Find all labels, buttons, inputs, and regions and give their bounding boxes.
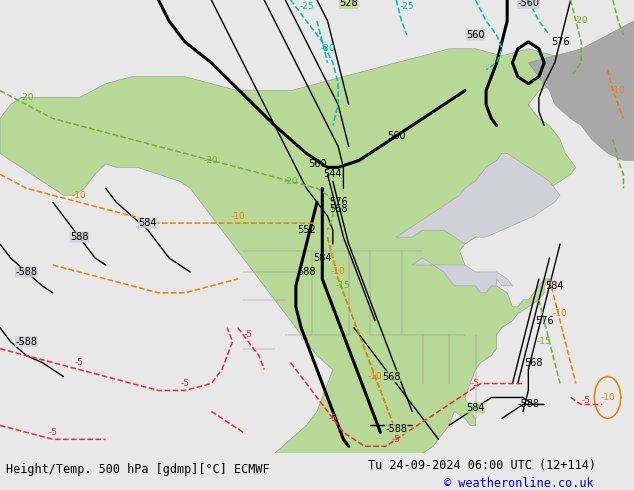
Text: 584: 584 xyxy=(139,218,157,228)
Text: 584: 584 xyxy=(466,403,485,413)
Text: 560: 560 xyxy=(387,131,406,141)
Text: -10: -10 xyxy=(368,372,382,381)
Text: 576: 576 xyxy=(551,37,569,47)
Text: -15: -15 xyxy=(537,337,552,346)
Text: -20: -20 xyxy=(19,93,34,102)
Text: -5: -5 xyxy=(48,428,57,437)
Text: -588: -588 xyxy=(15,337,37,347)
Text: -15: -15 xyxy=(336,281,351,291)
Text: 568: 568 xyxy=(382,371,400,382)
Text: -10: -10 xyxy=(72,191,87,200)
Text: 568: 568 xyxy=(329,204,347,214)
Text: 588: 588 xyxy=(297,267,316,277)
Text: 576: 576 xyxy=(535,316,553,326)
Polygon shape xyxy=(396,153,560,244)
Text: 588: 588 xyxy=(70,232,89,242)
Text: -10: -10 xyxy=(553,309,567,318)
Text: -5: -5 xyxy=(181,379,190,388)
Polygon shape xyxy=(0,49,576,453)
Text: -5: -5 xyxy=(328,414,337,423)
Text: -5: -5 xyxy=(75,358,84,367)
Text: -10: -10 xyxy=(600,393,615,402)
Text: -10: -10 xyxy=(331,268,346,276)
Text: 576: 576 xyxy=(329,197,347,207)
Text: -10: -10 xyxy=(611,86,626,95)
Text: -30: -30 xyxy=(320,44,335,53)
Text: Tu 24-09-2024 06:00 UTC (12+114): Tu 24-09-2024 06:00 UTC (12+114) xyxy=(368,459,596,471)
Text: -10: -10 xyxy=(230,212,245,220)
Text: -20: -20 xyxy=(204,156,219,165)
Text: -25: -25 xyxy=(299,2,314,11)
Text: -20: -20 xyxy=(283,177,298,186)
Polygon shape xyxy=(412,258,512,293)
Text: 584: 584 xyxy=(313,253,332,263)
Text: -588: -588 xyxy=(15,267,37,277)
Text: Height/Temp. 500 hPa [gdmp][°C] ECMWF: Height/Temp. 500 hPa [gdmp][°C] ECMWF xyxy=(6,463,270,476)
Text: -5: -5 xyxy=(471,379,480,388)
Text: -5: -5 xyxy=(582,396,591,405)
Text: 560: 560 xyxy=(466,30,485,40)
Text: -5: -5 xyxy=(392,435,401,444)
Text: 568: 568 xyxy=(524,358,543,368)
Text: -588: -588 xyxy=(517,399,540,410)
Text: -588: -588 xyxy=(385,424,407,434)
Polygon shape xyxy=(528,14,634,160)
Text: 584: 584 xyxy=(545,281,564,291)
Text: -25: -25 xyxy=(399,2,414,11)
Text: -5: -5 xyxy=(244,330,253,339)
Text: © weatheronline.co.uk: © weatheronline.co.uk xyxy=(444,477,593,490)
Text: -560: -560 xyxy=(517,0,540,8)
Text: -20: -20 xyxy=(574,17,588,25)
Text: 544: 544 xyxy=(323,170,342,179)
Text: 552: 552 xyxy=(297,225,316,235)
Text: 560: 560 xyxy=(307,159,327,169)
Text: 528: 528 xyxy=(339,0,358,8)
